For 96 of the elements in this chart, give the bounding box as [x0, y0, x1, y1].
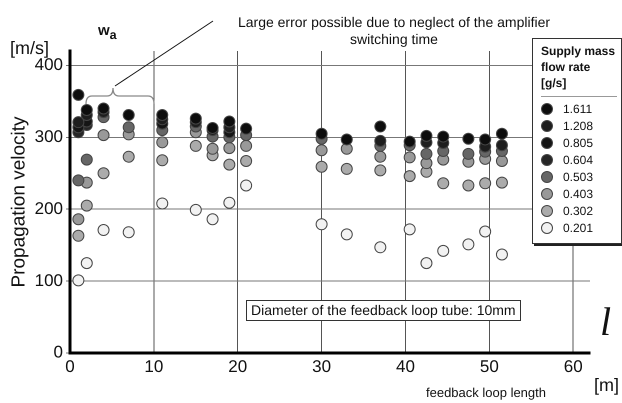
point [223, 115, 236, 128]
point [479, 177, 492, 190]
point [206, 122, 219, 134]
point [420, 130, 432, 142]
point [420, 148, 432, 160]
y-tick-label: 300 [34, 126, 63, 146]
legend-label: 1.208 [563, 119, 594, 134]
point [374, 241, 386, 254]
point [98, 224, 110, 236]
point [72, 116, 84, 128]
point [404, 151, 416, 164]
point [404, 136, 416, 148]
legend-label: 0.604 [563, 153, 594, 168]
point [374, 120, 386, 132]
point [240, 140, 252, 152]
point [72, 174, 84, 186]
point [316, 144, 328, 156]
point [80, 154, 93, 166]
point [240, 155, 252, 168]
x-axis-title: feedback loop length [426, 385, 546, 400]
y-axis-title: Propagation velocity [8, 116, 30, 288]
point [374, 150, 386, 163]
point [206, 213, 219, 226]
point [496, 248, 508, 260]
point [122, 121, 135, 134]
point [437, 177, 450, 190]
point [462, 132, 474, 145]
point [316, 160, 328, 173]
legend-label: 0.201 [563, 221, 594, 236]
point [80, 104, 93, 116]
point [190, 140, 202, 152]
x-tick-label: 30 [312, 356, 332, 376]
point [223, 196, 236, 209]
point [98, 102, 110, 115]
text: [m] [594, 375, 619, 397]
point [240, 179, 252, 192]
point [206, 142, 219, 155]
point [122, 150, 135, 163]
point [240, 122, 252, 135]
legend-label: 0.805 [563, 136, 594, 150]
point [374, 134, 386, 147]
x-tick-label: 50 [480, 356, 499, 376]
point [437, 244, 450, 257]
point [462, 179, 474, 192]
x-tick-label: 60 [564, 356, 583, 376]
point [156, 154, 168, 166]
point [496, 128, 508, 140]
x-tick-label: 10 [144, 356, 164, 376]
point [190, 112, 202, 125]
point [223, 158, 236, 171]
x-tick-label: 0 [65, 356, 75, 376]
point [496, 155, 508, 168]
text: l [600, 298, 612, 346]
legend-title: Supply mass flow rate [g/s] [541, 43, 617, 97]
y-tick-label: 0 [54, 342, 63, 362]
point [72, 274, 84, 286]
legend-label: 0.403 [563, 187, 594, 202]
legend-label: 0.503 [563, 170, 594, 184]
x-tick-label: 20 [228, 356, 248, 376]
point [156, 197, 168, 210]
point [340, 133, 353, 146]
point [340, 228, 353, 240]
point [80, 200, 93, 212]
point [420, 257, 432, 270]
x-tick-label: 40 [396, 356, 415, 376]
point [340, 162, 353, 175]
point [496, 139, 508, 152]
point [404, 223, 416, 236]
point [437, 130, 450, 143]
point [316, 218, 328, 230]
point [156, 136, 168, 148]
y-tick-label: 100 [34, 270, 63, 290]
point [72, 88, 84, 101]
point [462, 148, 474, 160]
point [479, 225, 492, 238]
y-tick-label: 200 [34, 198, 63, 218]
point [462, 238, 474, 250]
annotation: Diameter of the feedback loop tube: 10mm [246, 300, 521, 321]
point [404, 170, 416, 182]
legend-label: 1.611 [563, 102, 592, 116]
text: w$_{a}$ [98, 22, 117, 43]
point [122, 226, 135, 238]
point [223, 142, 236, 154]
point [316, 128, 328, 140]
point [72, 213, 84, 226]
point [479, 133, 492, 146]
point [98, 167, 110, 180]
point [156, 108, 168, 121]
point [190, 204, 202, 216]
point [98, 129, 110, 142]
legend-label: 0.302 [563, 204, 594, 218]
point [374, 164, 386, 176]
point [80, 257, 93, 270]
point [496, 176, 508, 189]
point [122, 108, 135, 121]
point [72, 230, 84, 242]
